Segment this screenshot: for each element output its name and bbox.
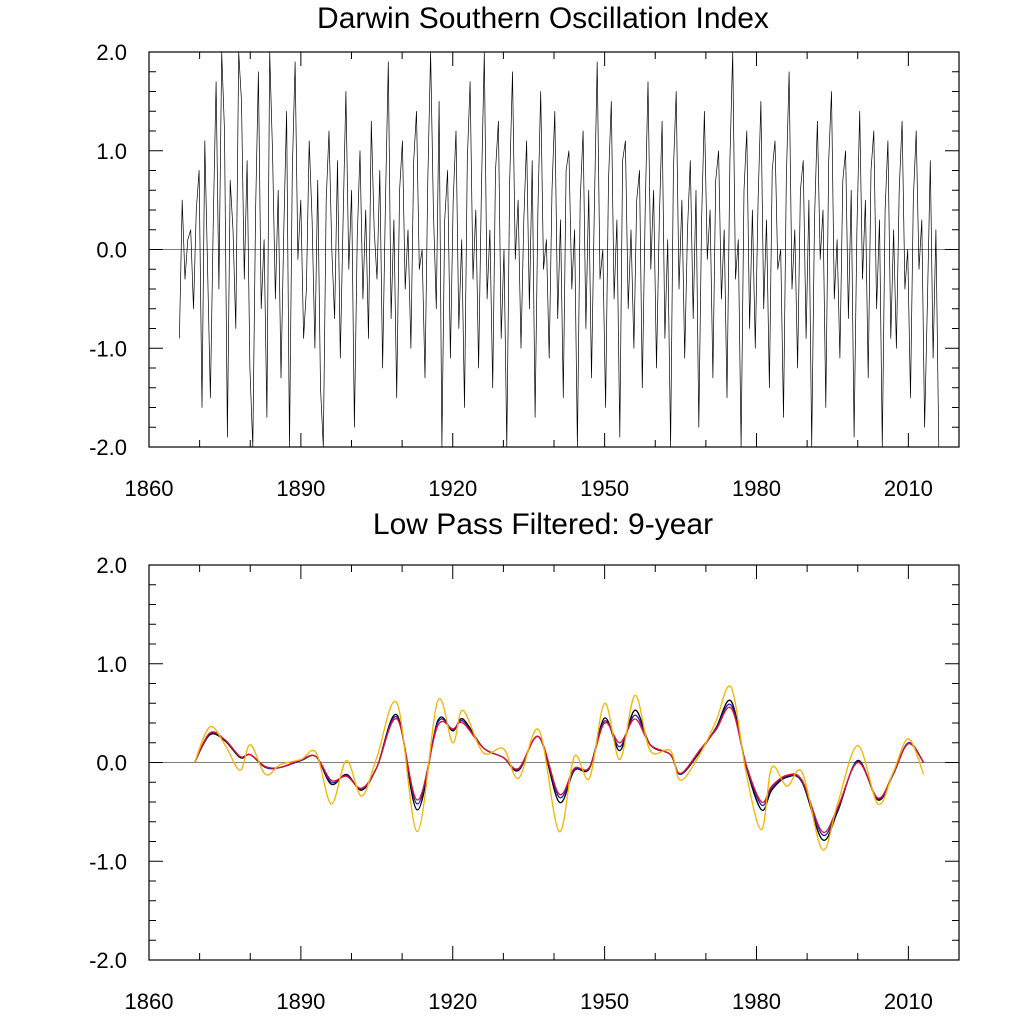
x-tick-label: 2010 <box>884 476 933 501</box>
x-tick-label: 1950 <box>580 476 629 501</box>
y-tick-label: 1.0 <box>96 652 127 677</box>
plot-area <box>149 685 959 851</box>
y-tick-label: -1.0 <box>89 336 127 361</box>
x-tick-label: 2010 <box>884 989 933 1014</box>
y-tick-label: 2.0 <box>96 553 127 578</box>
x-tick-label: 1860 <box>125 476 174 501</box>
series-line-filter-black <box>194 699 925 841</box>
x-tick-label: 1860 <box>125 989 174 1014</box>
y-tick-label: 0.0 <box>96 751 127 776</box>
top-panel: Darwin Southern Oscillation Index -2.0 -1… <box>89 2 960 501</box>
y-tick-label: -2.0 <box>89 435 127 460</box>
x-tick-label: 1980 <box>732 476 781 501</box>
x-tick-label: 1950 <box>580 989 629 1014</box>
x-tick-label: 1890 <box>276 476 325 501</box>
y-tick-label: 2.0 <box>96 40 127 65</box>
series-line-monthly-soi <box>179 51 940 448</box>
chart-title: Low Pass Filtered: 9-year <box>373 508 713 541</box>
axes: -2.0 -1.0 0.0 1.0 2.0 1860 1890 1920 1950 1980 201… <box>89 40 960 501</box>
bottom-panel: Low Pass Filtered: 9-year -2.0 -1.0 0.0 1.0… <box>89 508 960 1014</box>
chart-title: Darwin Southern Oscillation Index <box>317 2 769 35</box>
y-tick-label: 1.0 <box>96 139 127 164</box>
x-tick-label: 1920 <box>428 476 477 501</box>
y-tick-label: 0.0 <box>96 238 127 263</box>
x-tick-label: 1980 <box>732 989 781 1014</box>
series-line-filter-orange <box>193 685 925 851</box>
axes: -2.0 -1.0 0.0 1.0 2.0 1860 1890 1920 1950 1980 201… <box>89 553 960 1014</box>
series-line-filter-red <box>194 706 925 834</box>
plot-area <box>149 51 959 448</box>
x-tick-label: 1920 <box>428 989 477 1014</box>
x-tick-label: 1890 <box>276 989 325 1014</box>
y-tick-label: -2.0 <box>89 948 127 973</box>
y-tick-label: -1.0 <box>89 849 127 874</box>
